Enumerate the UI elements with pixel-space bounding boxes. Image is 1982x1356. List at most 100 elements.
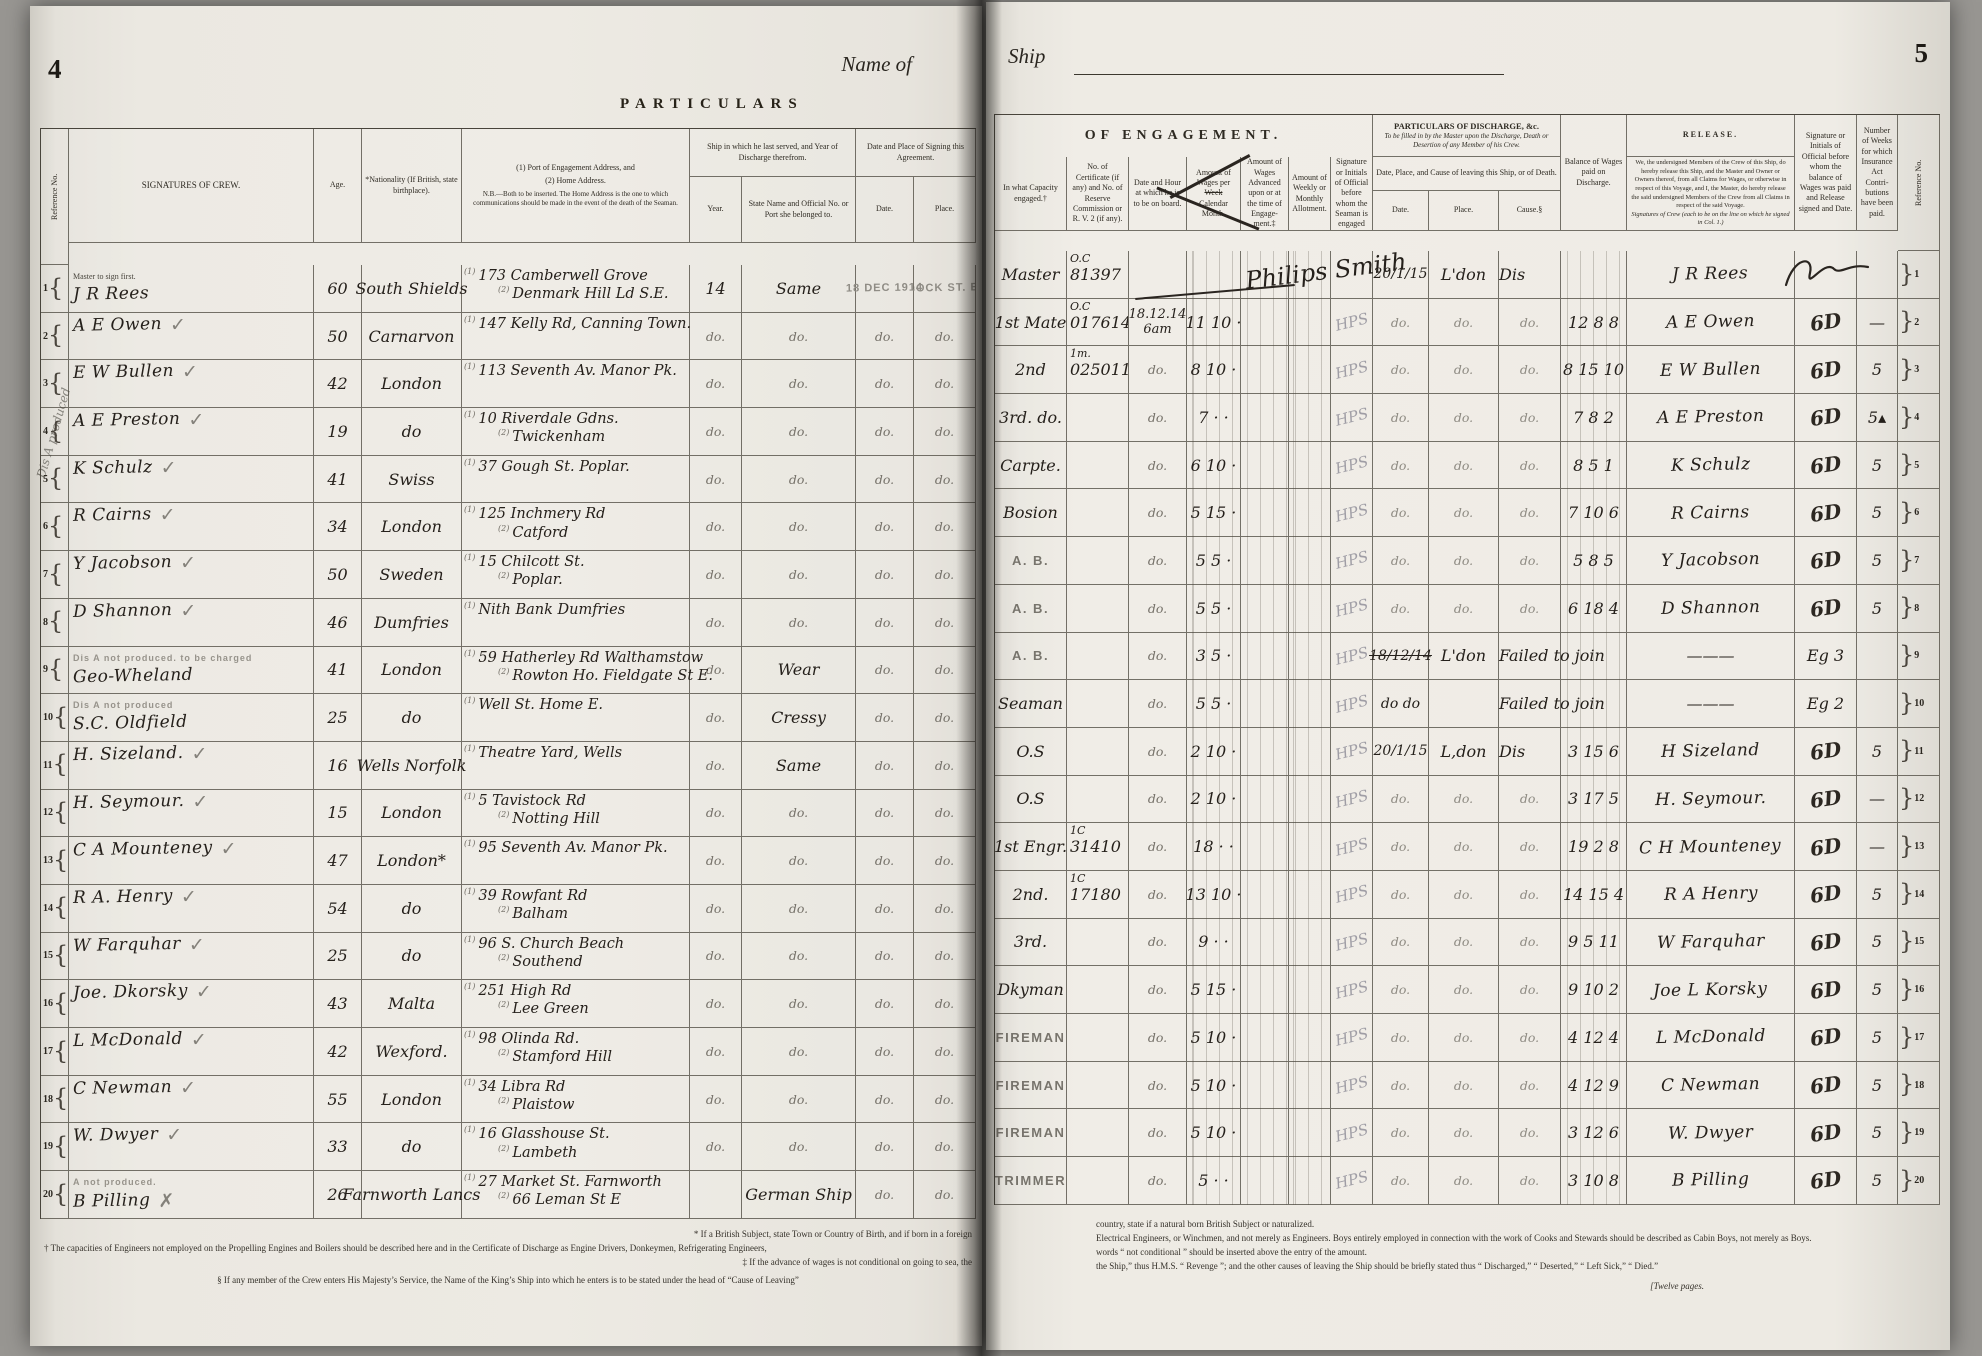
engagement-title: OF ENGAGEMENT. <box>995 115 1373 157</box>
year-ditto: do. <box>705 1043 726 1059</box>
official-mark: 6D <box>1808 1118 1843 1147</box>
wages-cell: 18 · · <box>1187 823 1241 871</box>
wages-cell: 5 5 · <box>1187 537 1241 585</box>
right-page: 5 Ship OF ENGAGEMENT. In what Capacity e… <box>986 2 1950 1350</box>
place-ditto: do. <box>934 757 955 773</box>
age-value: 50 <box>327 326 348 346</box>
header-weeks: Number of Weeks for which Insur­ance Act… <box>1857 115 1898 231</box>
row-brace: } <box>1899 259 1915 288</box>
address-line-1: 16 Glasshouse St. <box>478 1126 610 1143</box>
release-dash: ——— <box>1686 694 1735 714</box>
release-official-cell: 6D <box>1795 1157 1857 1205</box>
nationality-value: do <box>401 421 422 441</box>
row-note: Dis A not produced <box>73 700 174 711</box>
date-ditto: do. <box>874 662 895 678</box>
crew-signature: W Farquhar <box>72 933 182 956</box>
row-number: 4 <box>43 425 48 437</box>
certificate-cell <box>1067 441 1129 490</box>
allotment-cell <box>1289 823 1331 871</box>
header-official: Signa­ture or Initials of Official befor… <box>1331 157 1373 231</box>
wages-value: 5 5 · <box>1195 694 1232 714</box>
engage-official-cell: HPS <box>1331 346 1373 395</box>
address-line-2: 66 Leman St E <box>512 1192 621 1209</box>
address-line-2: Balham <box>512 906 569 923</box>
row-number: 18 <box>43 1093 53 1105</box>
board-ditto: do. <box>1147 696 1168 712</box>
last-ship-year-cell: do. <box>690 837 742 885</box>
discharge-date-ditto: do. <box>1390 314 1411 330</box>
release-official-cell: 6D <box>1795 1109 1857 1158</box>
board-date-cell: do. <box>1129 680 1187 728</box>
capacity-value: 3rd. <box>1013 932 1048 952</box>
release-signature-cell: ——— <box>1627 632 1795 681</box>
age-cell: 41 <box>314 455 362 504</box>
signing-date-cell: do. <box>856 741 914 790</box>
wages-value: 5 15 · <box>1190 503 1237 523</box>
weeks-cell: 5 <box>1857 1014 1898 1062</box>
address-line-1: 251 High Rd <box>478 983 572 1000</box>
board-ditto: do. <box>1147 839 1168 855</box>
capacity-value: 1st Engr. <box>993 837 1068 857</box>
capacity-value: A. B. <box>1011 648 1050 664</box>
board-ditto: do. <box>1147 1172 1168 1188</box>
signing-date-cell: do. <box>856 837 914 885</box>
weeks-value: 5 <box>1871 360 1883 380</box>
year-ditto: do. <box>705 1091 726 1107</box>
release-official-cell: 6D <box>1795 1014 1857 1062</box>
discharge-cause-ditto: do. <box>1519 886 1540 902</box>
signing-date-cell: do. <box>856 1171 914 1219</box>
discharge-place-cell: do. <box>1429 298 1499 347</box>
footnote: the Ship,” thus H.M.S. “ Revenge ”; and … <box>1096 1260 1659 1271</box>
age-value: 33 <box>327 1137 348 1157</box>
year-ditto: do. <box>705 710 726 726</box>
last-ship-year-cell: do. <box>690 408 742 456</box>
reference-cell: } 6 <box>1898 489 1940 538</box>
left-page: 4 Name of PARTICULARS Dis A produced Ref… <box>30 6 982 1346</box>
balance-value: 4 12 9 <box>1568 1075 1619 1095</box>
crew-signature: A E Owen <box>72 313 163 336</box>
board-date-cell: do. <box>1129 966 1187 1014</box>
age-value: 60 <box>327 278 348 298</box>
discharge-cause-ditto: do. <box>1519 791 1540 807</box>
wages-value: 2 10 · <box>1190 741 1237 761</box>
release-signature-cell: Joe L Korsky <box>1627 966 1795 1014</box>
row-reference-cell: 5{ <box>41 455 69 504</box>
crew-signature-cell: E W Bullen ✓ <box>69 360 314 409</box>
balance-cell: 12 8 8 <box>1561 298 1627 347</box>
row-number: 19 <box>1914 1127 1925 1139</box>
age-value: 50 <box>327 564 348 584</box>
row-brace: { <box>53 702 69 731</box>
balance-cell: 8 15 10 <box>1561 346 1627 395</box>
year-ditto: do. <box>705 757 726 773</box>
release-signature: B Pilling <box>1671 1169 1750 1192</box>
date-ditto: do. <box>874 423 895 439</box>
date-stamp: 18 DEC 1914 <box>845 281 924 296</box>
row-reference-cell: 6{ <box>41 503 69 552</box>
year-ditto: do. <box>705 328 726 344</box>
balance-cell: 4 12 9 <box>1561 1061 1627 1110</box>
discharge-place-cell: do. <box>1429 775 1499 824</box>
last-ship-year-cell: do. <box>690 1028 742 1076</box>
capacity-value: 2nd <box>1015 360 1046 380</box>
signing-place-cell: do. <box>914 646 976 695</box>
board-ditto: do. <box>1147 600 1168 616</box>
crew-signature: W. Dwyer <box>72 1124 159 1147</box>
discharge-date-cell: do. <box>1373 823 1429 871</box>
discharge-date-cell: do. <box>1373 441 1429 490</box>
year-ditto: do. <box>705 471 726 487</box>
certificate-cell <box>1067 1014 1129 1062</box>
footnote: ‡ If the advance of wages is not conditi… <box>742 1256 972 1267</box>
capacity-cell: Dkyman <box>995 966 1067 1014</box>
ship-ditto: do. <box>788 996 809 1012</box>
last-ship-name-cell: do. <box>742 503 856 552</box>
discharge-place-ditto: do. <box>1453 552 1474 568</box>
engage-official-cell: HPS <box>1331 632 1373 681</box>
discharge-date-cell: do. <box>1373 1109 1429 1158</box>
weeks-cell <box>1857 251 1898 299</box>
discharge-place-ditto: do. <box>1453 934 1474 950</box>
official-mark: 6D <box>1808 880 1843 909</box>
weeks-cell: — <box>1857 298 1898 347</box>
check-mark: ✓ <box>192 790 209 813</box>
nationality-value: London <box>381 660 442 680</box>
official-initials: HPS <box>1333 786 1370 812</box>
